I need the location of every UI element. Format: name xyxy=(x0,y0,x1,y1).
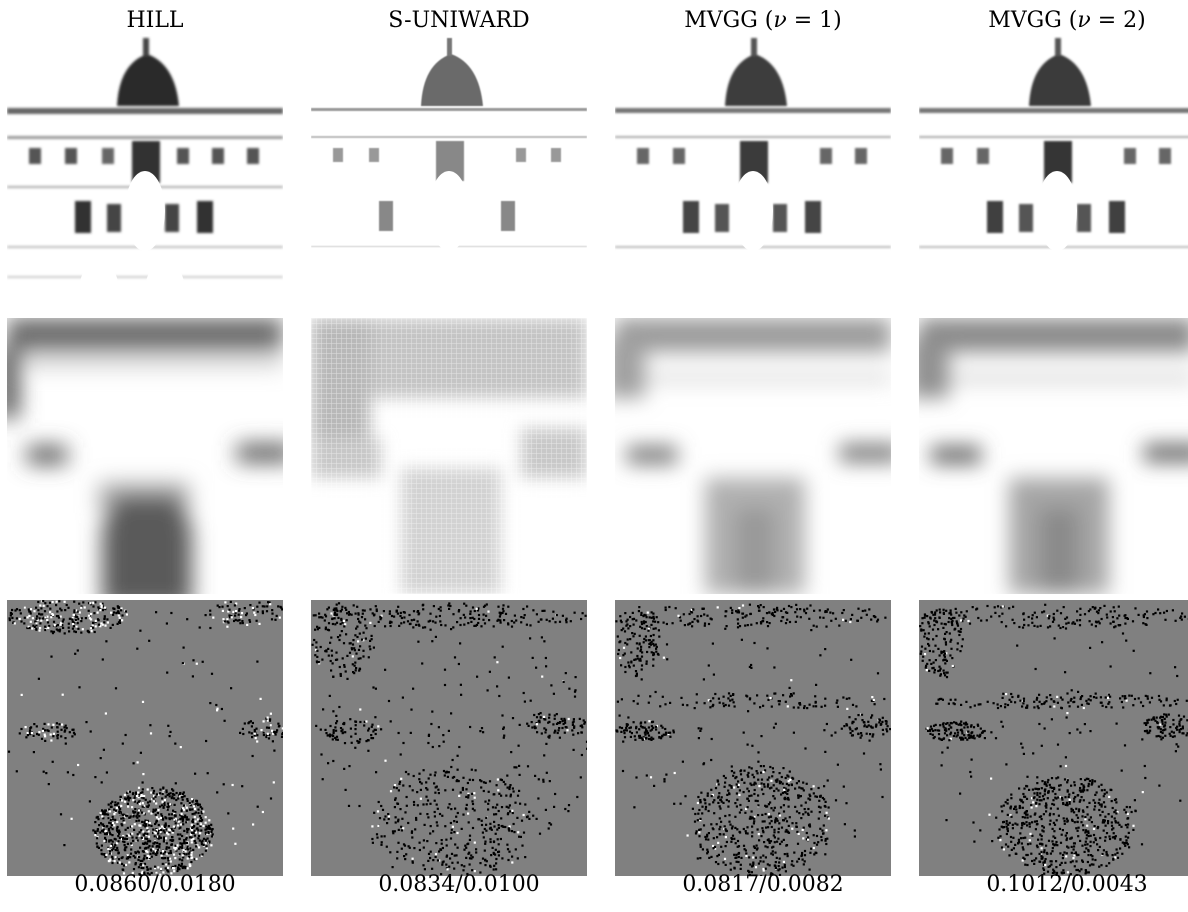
caption-mvgg-nu1: 0.0817/0.0082 xyxy=(682,872,844,897)
modification-map-mvgg-nu2 xyxy=(919,600,1188,876)
probability-map-hill xyxy=(7,318,283,594)
modification-map-hill xyxy=(7,600,283,876)
cost-map-hill xyxy=(7,36,283,312)
probability-map-suniward xyxy=(311,318,587,594)
caption-mvgg-nu2: 0.1012/0.0043 xyxy=(986,872,1148,897)
caption-hill: 0.0860/0.0180 xyxy=(74,872,236,897)
cost-map-mvgg-nu1 xyxy=(615,36,891,312)
caption-suniward: 0.0834/0.0100 xyxy=(378,872,540,897)
modification-map-suniward xyxy=(311,600,587,876)
modification-map-mvgg-nu1 xyxy=(615,600,891,876)
column-title-mvgg-nu1: MVGG (ν = 1) xyxy=(684,8,842,33)
cost-map-suniward xyxy=(311,36,587,312)
probability-map-mvgg-nu1 xyxy=(615,318,891,594)
probability-map-mvgg-nu2 xyxy=(919,318,1188,594)
column-title-suniward: S-UNIWARD xyxy=(388,8,530,33)
column-title-mvgg-nu2: MVGG (ν = 2) xyxy=(988,8,1146,33)
cost-map-mvgg-nu2 xyxy=(919,36,1188,312)
column-title-hill: HILL xyxy=(126,8,184,33)
